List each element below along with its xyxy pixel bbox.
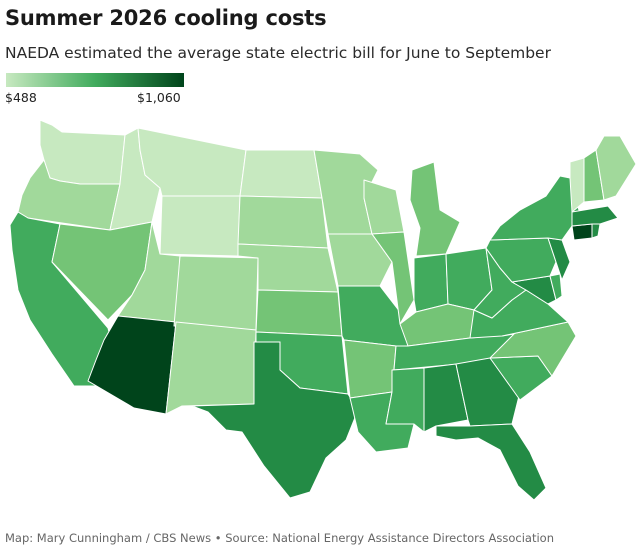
state-colorado[interactable] [173,255,259,331]
us-choropleth-map [9,119,637,501]
map-subtitle: NAEDA estimated the average state electr… [5,44,551,62]
legend-max-label: $1,060 [137,90,181,105]
state-wisconsin[interactable] [363,179,405,235]
state-north-dakota[interactable] [239,149,323,199]
state-north-carolina[interactable] [489,321,577,377]
state-rhode-island[interactable] [591,223,601,239]
state-michigan[interactable] [409,161,461,257]
state-illinois[interactable] [371,231,415,325]
color-scale-legend [6,73,184,87]
states-layer [9,119,637,501]
state-mississippi[interactable] [385,367,425,433]
state-massachusetts[interactable] [571,205,619,227]
legend-min-label: $488 [5,90,37,105]
state-delaware[interactable] [549,273,563,301]
state-new-mexico[interactable] [165,321,257,415]
state-arkansas[interactable] [343,339,397,399]
state-maine[interactable] [595,135,637,201]
state-florida[interactable] [435,423,547,501]
state-texas[interactable] [191,341,359,499]
state-wyoming[interactable] [159,195,241,257]
state-new-york[interactable] [489,175,581,241]
legend-gradient [6,73,184,87]
state-vermont[interactable] [569,157,585,213]
state-south-dakota[interactable] [237,195,329,249]
map-title: Summer 2026 cooling costs [5,6,327,30]
state-kansas[interactable] [255,289,343,337]
source-credit: Map: Mary Cunningham / CBS News • Source… [5,531,554,545]
state-iowa[interactable] [327,233,393,287]
state-connecticut[interactable] [571,223,593,241]
state-indiana[interactable] [413,253,449,313]
state-alabama[interactable] [423,363,469,433]
state-washington[interactable] [39,119,126,185]
